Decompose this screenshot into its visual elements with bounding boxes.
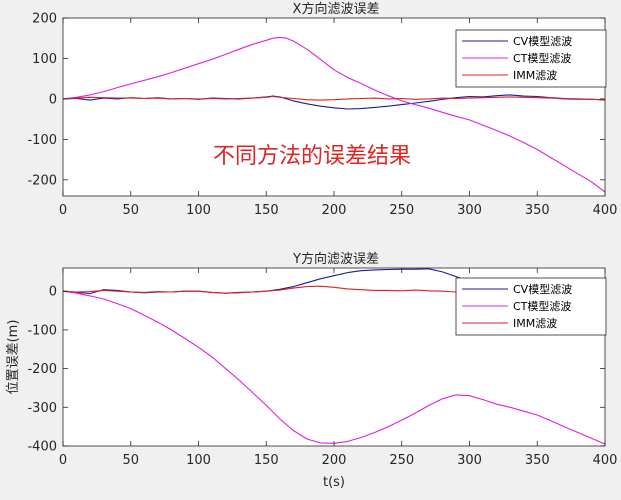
- x-tick-label: 300: [457, 453, 482, 468]
- x-tick-label: 0: [59, 203, 67, 218]
- legend: CV模型滤波 CT模型滤波 IMM滤波: [455, 29, 607, 88]
- series-line-2: [63, 36, 605, 193]
- legend-label-1: CV模型滤波: [513, 34, 572, 48]
- x-tick-label: 200: [322, 203, 347, 218]
- x-tick-label: 150: [254, 203, 279, 218]
- chart-title: X方向滤波误差: [293, 1, 380, 17]
- x-tick-label: 350: [525, 203, 550, 218]
- x-tick-label: 300: [457, 203, 482, 218]
- y-tick-label: -400: [27, 440, 57, 455]
- y-tick-label: -100: [27, 133, 57, 148]
- x-tick-label: 150: [254, 453, 279, 468]
- x-tick-label: 400: [593, 453, 618, 468]
- y-tick-label: -300: [27, 401, 57, 416]
- chart-2: 0 50 100 150 200 250 300 350 400 -400 -300 -200 -100…: [6, 251, 617, 490]
- x-tick-label: 250: [389, 453, 414, 468]
- legend-label-2: CT模型滤波: [513, 51, 571, 65]
- legend: CV模型滤波 CT模型滤波 IMM滤波: [455, 277, 607, 336]
- x-tick-label: 250: [389, 203, 414, 218]
- y-tick-label: 100: [32, 52, 57, 67]
- y-tick-label: -200: [27, 362, 57, 377]
- legend-label-3: IMM滤波: [513, 69, 557, 82]
- y-axis-label: 位置误差(m): [6, 320, 21, 395]
- legend-label-3: IMM滤波: [513, 317, 557, 330]
- chart-title: Y方向滤波误差: [292, 251, 379, 267]
- y-tick-label: -100: [27, 323, 57, 338]
- chart-1: 0 50 100 150 200 250 300 350 400 -200 -100 0 100 200 X…: [27, 1, 617, 218]
- y-tick-label: 200: [32, 12, 57, 27]
- legend-label-2: CT模型滤波: [513, 299, 571, 313]
- y-tick-label: 0: [49, 285, 57, 300]
- series-group: [63, 36, 605, 193]
- x-tick-label: 50: [122, 203, 139, 218]
- x-tick-label: 0: [59, 453, 67, 468]
- x-tick-label: 50: [122, 453, 139, 468]
- legend-label-1: CV模型滤波: [513, 282, 572, 296]
- x-tick-label: 100: [186, 453, 211, 468]
- x-tick-label: 200: [322, 453, 347, 468]
- y-tick-label: -200: [27, 173, 57, 188]
- overlay-text: 不同方法的误差结果: [213, 144, 412, 169]
- x-axis-label: t(s): [323, 475, 345, 490]
- series-line-3: [63, 95, 605, 101]
- x-tick-label: 400: [593, 203, 618, 218]
- x-tick-label: 100: [186, 203, 211, 218]
- y-tick-label: 0: [49, 92, 57, 107]
- x-tick-label: 350: [525, 453, 550, 468]
